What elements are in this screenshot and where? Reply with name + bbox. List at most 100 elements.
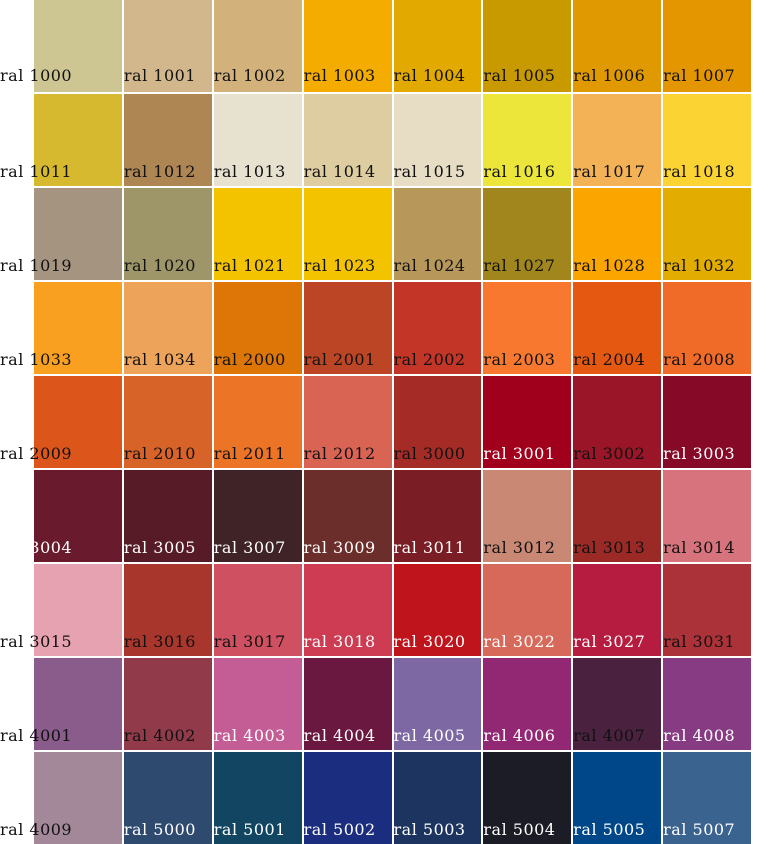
color-swatch: ral 3014 [663,470,751,562]
color-swatch: ral 1033 [0,282,122,374]
color-swatch: ral 1020 [123,188,212,280]
swatch-label: ral 1017 [573,162,646,181]
swatch-label: ral 1002 [213,66,286,85]
color-swatch: ral 3011 [393,470,482,562]
color-swatch: ral 1024 [393,188,482,280]
color-swatch: ral 1019 [0,188,122,280]
color-swatch: ral 5000 [123,752,212,844]
color-swatch: ral 3020 [393,564,482,656]
color-swatch: ral 4001 [0,658,122,750]
color-swatch: ral 2010 [123,376,212,468]
swatch-label: ral 3000 [393,444,466,463]
swatch-label: ral 3017 [213,632,286,651]
color-swatch: ral 1002 [213,0,302,92]
swatch-label: ral 4008 [663,726,736,745]
swatch-label: ral 4003 [213,726,286,745]
color-swatch: ral 5005 [573,752,662,844]
color-swatch: ral 3027 [573,564,662,656]
color-swatch: ral 2003 [483,282,572,374]
swatch-label: ral 3009 [303,538,376,557]
color-swatch: ral 1007 [663,0,751,92]
swatch-label: ral 2011 [213,444,286,463]
color-swatch: ral 4003 [213,658,302,750]
color-swatch: ral 3031 [663,564,751,656]
color-swatch: ral 1006 [573,0,662,92]
color-swatch: ral 5003 [393,752,482,844]
swatch-label: ral 1003 [303,66,376,85]
swatch-label: ral 1001 [123,66,196,85]
color-swatch: ral 4006 [483,658,572,750]
swatch-label: ral 1007 [663,66,736,85]
swatch-label: ral 4002 [123,726,196,745]
color-swatch: ral 5004 [483,752,572,844]
swatch-label: ral 1015 [393,162,466,181]
swatch-label: ral 1034 [123,350,196,369]
color-swatch: ral 3003 [663,376,751,468]
color-swatch: ral 3002 [573,376,662,468]
swatch-label: ral 1023 [303,256,376,275]
swatch-label: ral 1000 [0,66,73,85]
swatch-label: ral 3013 [573,538,646,557]
swatch-label: ral 5001 [213,820,286,839]
swatch-label: ral 1033 [0,350,73,369]
color-swatch: ral 3012 [483,470,572,562]
swatch-label: ral 1012 [123,162,196,181]
swatch-label: ral 3018 [303,632,376,651]
swatch-label: ral 3014 [663,538,736,557]
color-swatch: ral 5001 [213,752,302,844]
swatch-label: ral 2009 [0,444,73,463]
swatch-label: ral 2001 [303,350,376,369]
swatch-label: ral 3015 [0,632,73,651]
color-swatch: ral 4007 [573,658,662,750]
swatch-label: ral 2004 [573,350,646,369]
swatch-label: ral 4007 [573,726,646,745]
swatch-label: ral 2000 [213,350,286,369]
color-swatch: ral 3004 [0,470,122,562]
swatch-label: ral 1018 [663,162,736,181]
color-swatch: ral 3015 [0,564,122,656]
swatch-label: ral 4006 [483,726,556,745]
swatch-label: ral 3027 [573,632,646,651]
color-swatch-grid: ral 1000 ral 1001 ral 1002 ral 1003 ral 1004… [0,0,751,844]
swatch-label: ral 3022 [483,632,556,651]
swatch-label: ral 3016 [123,632,196,651]
swatch-label: ral 3003 [663,444,736,463]
color-swatch: ral 1027 [483,188,572,280]
color-swatch: ral 4009 [0,752,122,844]
color-swatch: ral 3018 [303,564,392,656]
color-swatch: ral 1001 [123,0,212,92]
color-swatch: ral 2008 [663,282,751,374]
color-swatch: ral 1018 [663,94,751,186]
color-swatch: ral 4002 [123,658,212,750]
color-swatch: ral 5007 [663,752,751,844]
color-swatch: ral 1012 [123,94,212,186]
color-swatch: ral 1015 [393,94,482,186]
color-swatch: ral 3005 [123,470,212,562]
color-swatch: ral 2012 [303,376,392,468]
color-swatch: ral 1016 [483,94,572,186]
color-swatch: ral 1014 [303,94,392,186]
color-swatch: ral 1023 [303,188,392,280]
color-swatch: ral 2000 [213,282,302,374]
swatch-label: ral 3002 [573,444,646,463]
swatch-label: ral 1005 [483,66,556,85]
color-swatch: ral 3013 [573,470,662,562]
swatch-label: ral 3004 [0,538,73,557]
swatch-label: ral 1013 [213,162,286,181]
color-swatch: ral 1000 [0,0,122,92]
swatch-label: ral 3020 [393,632,466,651]
color-swatch: ral 1017 [573,94,662,186]
color-swatch: ral 2002 [393,282,482,374]
swatch-label: ral 1004 [393,66,466,85]
swatch-label: ral 3031 [663,632,736,651]
color-swatch: ral 4005 [393,658,482,750]
color-swatch: ral 3009 [303,470,392,562]
color-swatch: ral 4008 [663,658,751,750]
swatch-label: ral 1019 [0,256,73,275]
color-swatch: ral 2011 [213,376,302,468]
swatch-label: ral 2003 [483,350,556,369]
swatch-label: ral 1006 [573,66,646,85]
color-swatch: ral 1032 [663,188,751,280]
color-swatch: ral 3000 [393,376,482,468]
swatch-label: ral 4005 [393,726,466,745]
